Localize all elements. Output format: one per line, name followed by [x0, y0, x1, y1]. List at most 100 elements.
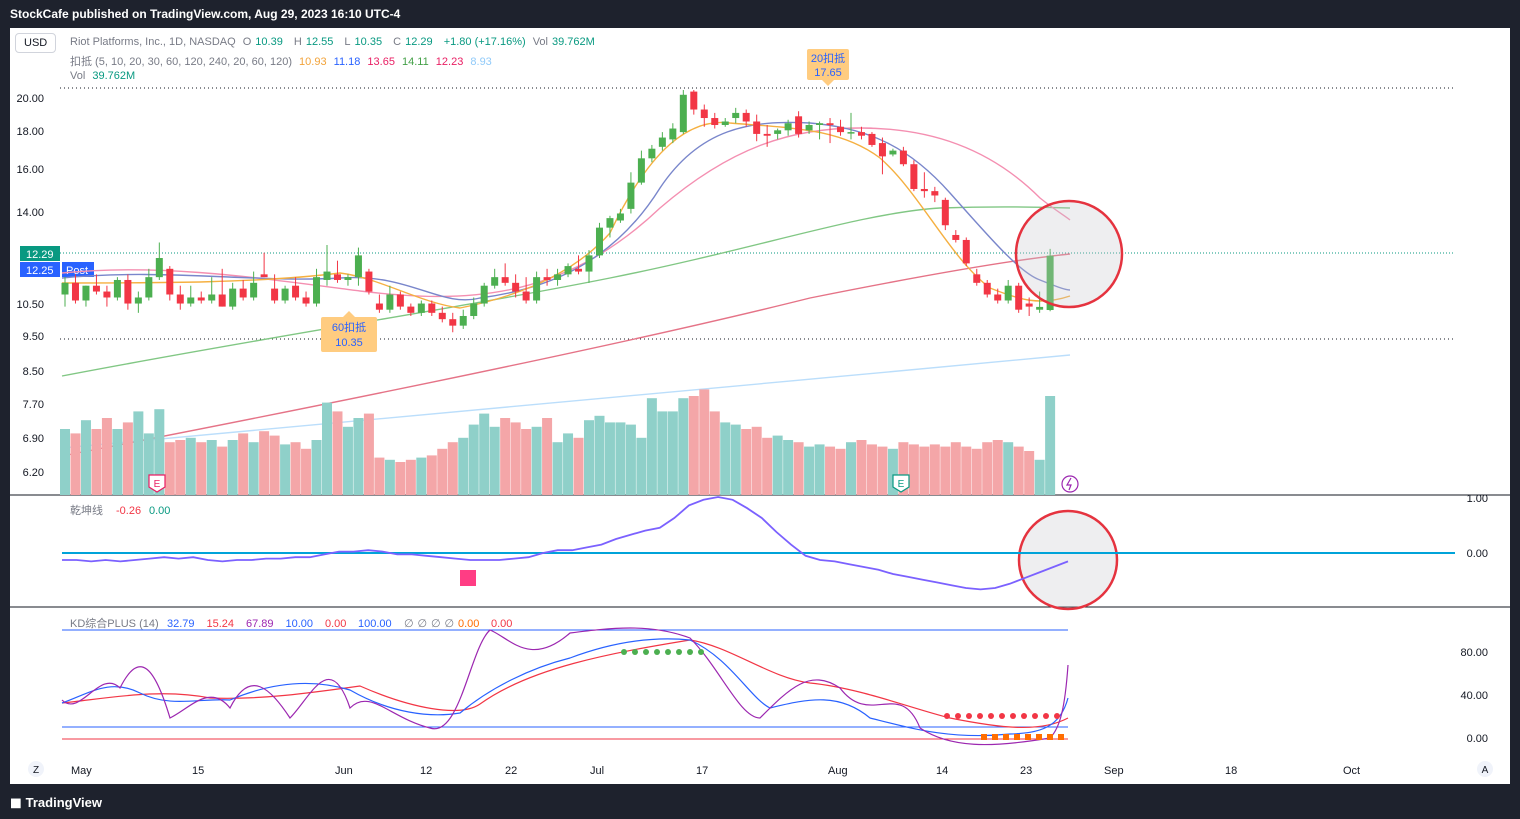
- candle-body: [721, 121, 729, 125]
- volume-bar: [584, 420, 594, 495]
- candle-body: [459, 315, 467, 326]
- kd-dot-green: [621, 649, 627, 655]
- volume-bar: [625, 424, 636, 495]
- price-tick: 7.70: [23, 399, 44, 411]
- candle-body: [134, 297, 142, 304]
- time-tick: Jul: [590, 765, 604, 777]
- tradingview-logo[interactable]: ◼ TradingView: [10, 794, 102, 811]
- volume-bar: [866, 444, 877, 495]
- volume-bar: [164, 442, 175, 495]
- volume-bar: [185, 437, 196, 495]
- kd-dot-orange: [1058, 734, 1064, 740]
- volume-bar: [741, 429, 752, 495]
- volume-bar: [835, 448, 846, 495]
- volume-bar: [730, 424, 741, 495]
- volume-bar: [950, 442, 961, 495]
- kd-dot-orange: [1014, 734, 1020, 740]
- volume-bar: [825, 446, 836, 495]
- volume-bar: [322, 402, 332, 495]
- volume-bar: [133, 411, 144, 495]
- kd-dot-orange: [1003, 734, 1009, 740]
- annotation-20: 20扣抵 17.65: [807, 49, 849, 86]
- volume-bar: [846, 442, 856, 495]
- candle-body: [166, 268, 174, 295]
- candle-body: [606, 218, 614, 228]
- candle-body: [417, 303, 425, 313]
- volume-bar: [447, 442, 458, 495]
- candle-body: [386, 294, 394, 310]
- earnings-marker-aug[interactable]: E: [892, 474, 910, 493]
- volume-bar: [395, 462, 406, 495]
- highlight-circle-price: [1014, 199, 1124, 309]
- price-axis: 20.00 18.00 16.00 14.00 10.50 9.50 8.50 …: [16, 93, 44, 479]
- candle-body: [187, 297, 195, 304]
- candle-body: [365, 271, 373, 292]
- kd-lines: [61, 627, 1069, 746]
- volume-bar: [720, 422, 731, 495]
- volume-bar: [762, 437, 773, 495]
- z-button[interactable]: Z: [28, 761, 44, 777]
- legend-row-ma: 扣抵 (5, 10, 20, 30, 60, 120, 240, 20, 60,…: [70, 53, 496, 69]
- chart-svg[interactable]: 20.00 18.00 16.00 14.00 10.50 9.50 8.50 …: [10, 28, 1510, 784]
- volume-bar: [143, 433, 154, 495]
- kd-val: 0.00: [325, 618, 346, 630]
- kd-dot-red: [955, 713, 961, 719]
- candle-body: [1046, 255, 1054, 311]
- candle-body: [595, 227, 603, 256]
- candle-body: [795, 116, 803, 134]
- volume-bar: [646, 398, 657, 495]
- candle-body: [292, 285, 300, 298]
- volume-bar: [154, 409, 165, 495]
- qk-signal-marker: [460, 570, 476, 586]
- vol-row-val: 39.762M: [92, 70, 136, 82]
- candle-body: [690, 91, 698, 110]
- volume-bar: [489, 426, 500, 495]
- candle-body: [679, 94, 687, 133]
- volume-bar: [510, 422, 521, 495]
- candle-body: [1036, 306, 1044, 310]
- volume-bar: [112, 429, 123, 495]
- candle-body: [711, 118, 719, 125]
- candle-body: [271, 288, 279, 301]
- kd-dot-red: [1010, 713, 1016, 719]
- dividend-split-icon[interactable]: [1061, 475, 1079, 493]
- volume-bar: [594, 415, 605, 495]
- candle-body: [82, 285, 90, 301]
- volume-bar: [678, 398, 689, 495]
- last-price-tag: [20, 246, 60, 261]
- kd-d-line: [61, 639, 1069, 729]
- candle-body: [857, 132, 865, 136]
- volume-bar: [961, 446, 972, 495]
- time-tick: 15: [192, 765, 204, 777]
- volume-bar: [238, 433, 249, 495]
- kd-dot-green: [654, 649, 660, 655]
- kd-dot-red: [1032, 713, 1038, 719]
- volume-bars: [60, 389, 1056, 495]
- ma-val-1: 11.18: [333, 56, 361, 68]
- ma-60-line: [61, 206, 1071, 377]
- a-button[interactable]: A: [1477, 761, 1493, 777]
- earnings-label: E: [154, 479, 161, 490]
- volume-bar: [122, 422, 133, 495]
- volume-bar: [301, 448, 312, 495]
- kd-val: 10.00: [286, 618, 314, 630]
- earnings-label: E: [898, 479, 905, 490]
- candle-body: [354, 255, 362, 278]
- candle-body: [899, 150, 907, 165]
- candle-body: [742, 112, 750, 122]
- currency-button[interactable]: USD: [15, 33, 57, 53]
- chart-area[interactable]: USD Riot Platforms, Inc., 1D, NASDAQ O 10…: [10, 28, 1510, 784]
- candle-body: [501, 277, 509, 283]
- legend-title: Riot Platforms, Inc., 1D, NASDAQ: [70, 36, 236, 48]
- candle-body: [197, 297, 205, 301]
- candle-body: [878, 143, 886, 157]
- volume-bar: [217, 446, 228, 495]
- earnings-marker-may[interactable]: E: [148, 474, 166, 493]
- volume-bar: [688, 396, 699, 495]
- candle-body: [491, 277, 499, 286]
- candle-body: [260, 274, 268, 278]
- volume-bar: [604, 422, 615, 495]
- candle-body: [837, 126, 845, 133]
- a20-line2: 17.65: [814, 67, 842, 79]
- candle-body: [323, 271, 331, 280]
